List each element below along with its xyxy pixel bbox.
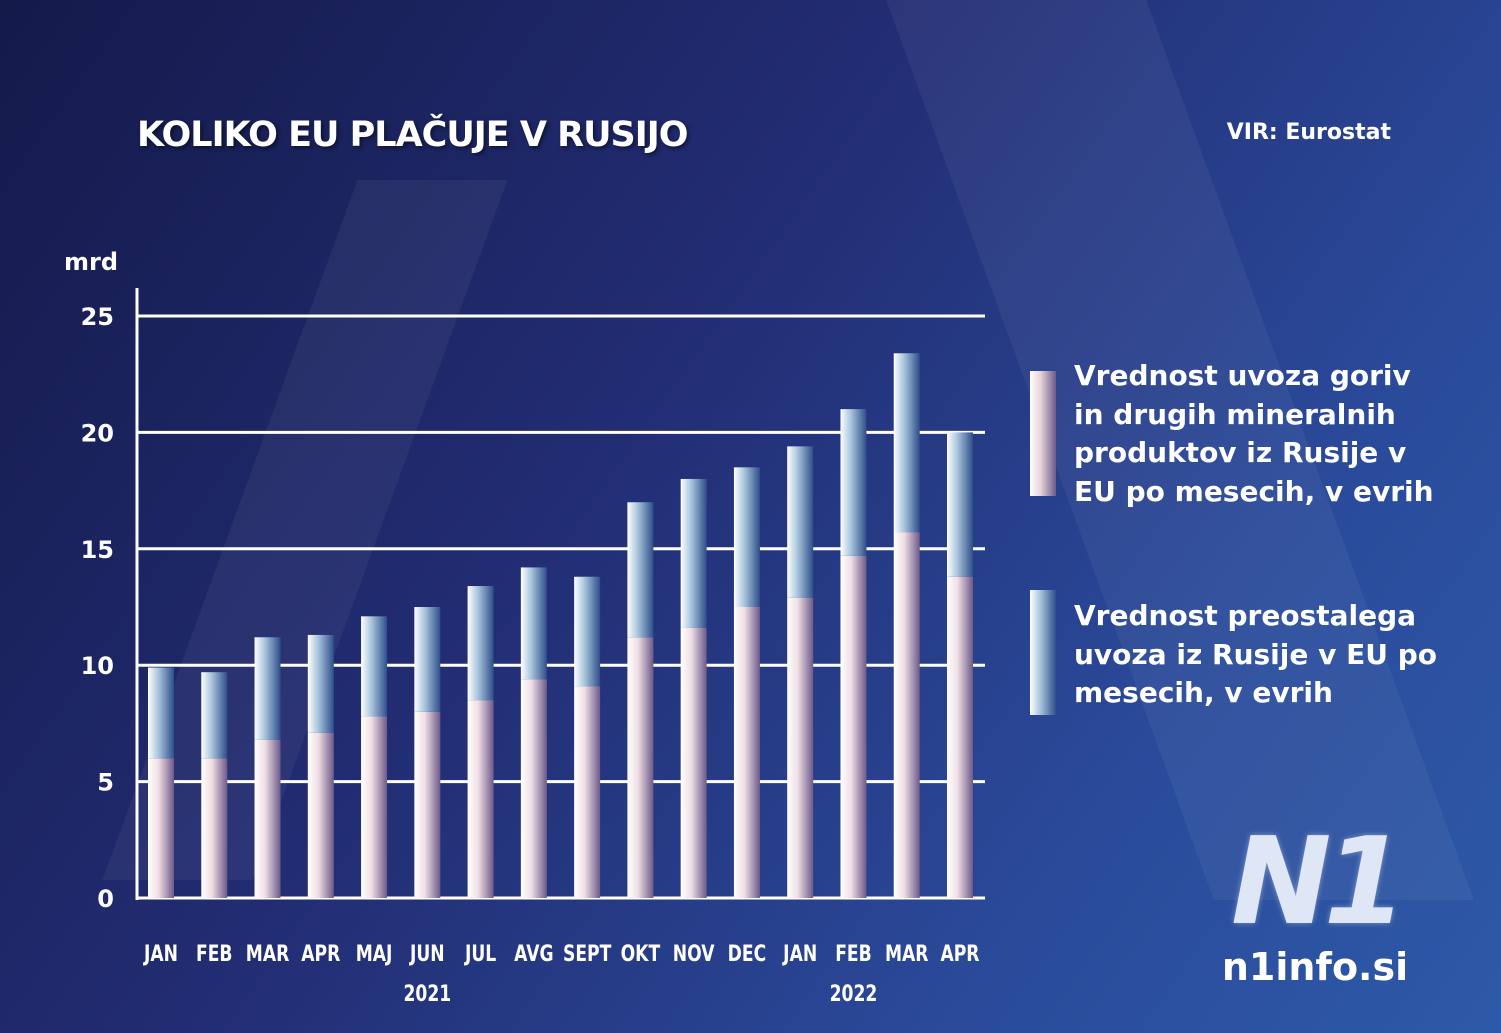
bar-other — [148, 667, 174, 759]
x-tick-label: APR — [301, 941, 340, 967]
bar-other — [467, 586, 494, 701]
bar-fuel — [787, 597, 814, 898]
x-tick-label: JUL — [463, 941, 496, 967]
bar-other — [893, 353, 920, 533]
bar-other — [201, 672, 228, 759]
bar-other — [947, 432, 973, 577]
y-tick-label: 25 — [81, 303, 114, 331]
x-tick-label: FEB — [196, 941, 233, 967]
bar-fuel — [520, 679, 547, 898]
y-tick-label: 10 — [81, 652, 114, 680]
bar-fuel — [201, 758, 228, 898]
x-tick-label: SEPT — [563, 941, 612, 967]
y-tick-label: 5 — [97, 769, 114, 797]
x-tick-label: MAR — [885, 941, 929, 967]
x-tick-label: MAJ — [356, 941, 393, 967]
bar-fuel — [361, 716, 388, 898]
bar-other — [361, 616, 388, 717]
legend-swatch-fuel — [1030, 371, 1056, 496]
source-label: VIR: Eurostat — [1226, 120, 1391, 145]
x-tick-label: JAN — [781, 941, 817, 967]
bar-other — [254, 637, 281, 740]
x-tick-label: APR — [940, 941, 979, 967]
bar-other — [840, 409, 867, 556]
x-tick-label: OKT — [621, 941, 661, 967]
bar-other — [680, 478, 707, 628]
y-tick-label: 15 — [81, 536, 114, 564]
bar-other — [733, 467, 760, 607]
x-tick-label: MAR — [246, 941, 290, 967]
legend-label-fuel: Vrednost uvoza goriv in drugih mineralni… — [1074, 359, 1434, 508]
y-tick-label: 20 — [81, 419, 114, 447]
legend-item-other: Vrednost preostalega uvoza iz Rusije v E… — [1030, 590, 1444, 715]
y-axis-unit: mrd — [64, 248, 119, 276]
x-tick-label: AVG — [514, 941, 553, 967]
bar-other — [627, 502, 654, 638]
chart-title: KOLIKO EU PLAČUJE V RUSIJO — [137, 115, 689, 155]
legend-label-other: Vrednost preostalega uvoza iz Rusije v E… — [1074, 599, 1437, 709]
bar-fuel — [307, 732, 334, 898]
bar-fuel — [148, 758, 174, 898]
x-tick-label: DEC — [728, 941, 767, 967]
bar-fuel — [627, 637, 654, 898]
logo-mark: N1 — [1231, 813, 1407, 952]
bar-fuel — [254, 739, 281, 898]
bar-fuel — [414, 711, 441, 898]
x-tick-label: JAN — [142, 941, 178, 967]
bar-other — [787, 446, 814, 598]
x-tick-label: NOV — [673, 941, 715, 967]
bar-other — [414, 607, 441, 712]
bar-fuel — [893, 532, 920, 898]
x-tick-label: FEB — [835, 941, 872, 967]
x-tick-label: JUN — [408, 941, 444, 967]
y-tick-label: 0 — [97, 885, 114, 913]
n1-logo: N1 n1info.si — [1215, 820, 1415, 989]
bar-fuel — [680, 627, 707, 898]
legend-item-fuel: Vrednost uvoza goriv in drugih mineralni… — [1030, 357, 1444, 511]
bar-fuel — [733, 607, 760, 898]
legend-swatch-other — [1030, 590, 1056, 715]
year-label: 2022 — [830, 981, 878, 1007]
logo-url: n1info.si — [1221, 945, 1409, 989]
bar-fuel — [947, 576, 973, 898]
year-label: 2021 — [403, 981, 451, 1007]
bar-other — [307, 634, 334, 733]
bar-fuel — [574, 686, 601, 898]
bar-other — [520, 567, 547, 680]
bar-fuel — [840, 555, 867, 898]
bar-fuel — [467, 700, 494, 898]
bar-other — [574, 576, 601, 687]
